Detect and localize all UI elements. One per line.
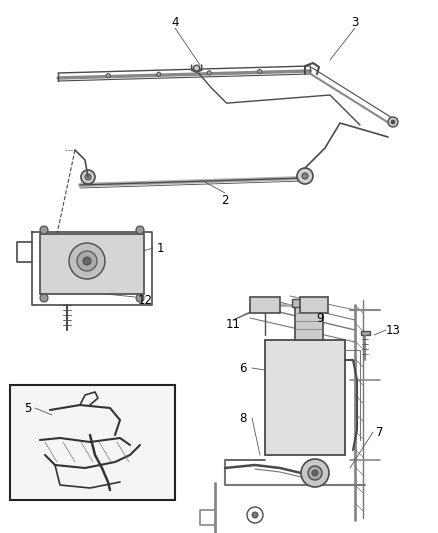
- Bar: [265, 340, 345, 455]
- Bar: [300, 297, 328, 313]
- Circle shape: [312, 470, 318, 476]
- Circle shape: [40, 294, 48, 302]
- Text: 3: 3: [351, 15, 359, 28]
- Bar: [292, 299, 326, 307]
- Text: 1: 1: [156, 241, 164, 254]
- Text: 9: 9: [316, 311, 324, 325]
- Text: 4: 4: [171, 15, 179, 28]
- Circle shape: [302, 173, 308, 179]
- Text: 12: 12: [138, 294, 152, 306]
- Circle shape: [297, 168, 313, 184]
- Bar: [40, 234, 144, 294]
- Circle shape: [136, 226, 144, 234]
- Circle shape: [83, 257, 91, 265]
- Circle shape: [77, 251, 97, 271]
- Circle shape: [258, 69, 261, 74]
- Text: 5: 5: [25, 401, 32, 415]
- Text: 2: 2: [221, 193, 229, 206]
- Circle shape: [136, 294, 144, 302]
- Circle shape: [207, 71, 211, 75]
- Circle shape: [252, 512, 258, 518]
- Circle shape: [308, 466, 322, 480]
- Circle shape: [247, 507, 263, 523]
- Circle shape: [81, 170, 95, 184]
- Bar: [361, 331, 370, 335]
- Text: 6: 6: [239, 361, 247, 375]
- Circle shape: [391, 120, 395, 124]
- Bar: [295, 305, 323, 340]
- Text: 7: 7: [376, 425, 384, 439]
- Circle shape: [106, 74, 110, 78]
- Circle shape: [85, 174, 91, 180]
- Text: 13: 13: [385, 324, 400, 336]
- Circle shape: [69, 243, 105, 279]
- Circle shape: [388, 117, 398, 127]
- Circle shape: [40, 226, 48, 234]
- Bar: [250, 297, 280, 313]
- Bar: [10, 385, 175, 500]
- Circle shape: [194, 65, 200, 71]
- Text: 11: 11: [226, 319, 240, 332]
- Text: 8: 8: [239, 411, 247, 424]
- Circle shape: [301, 459, 329, 487]
- Circle shape: [157, 72, 161, 76]
